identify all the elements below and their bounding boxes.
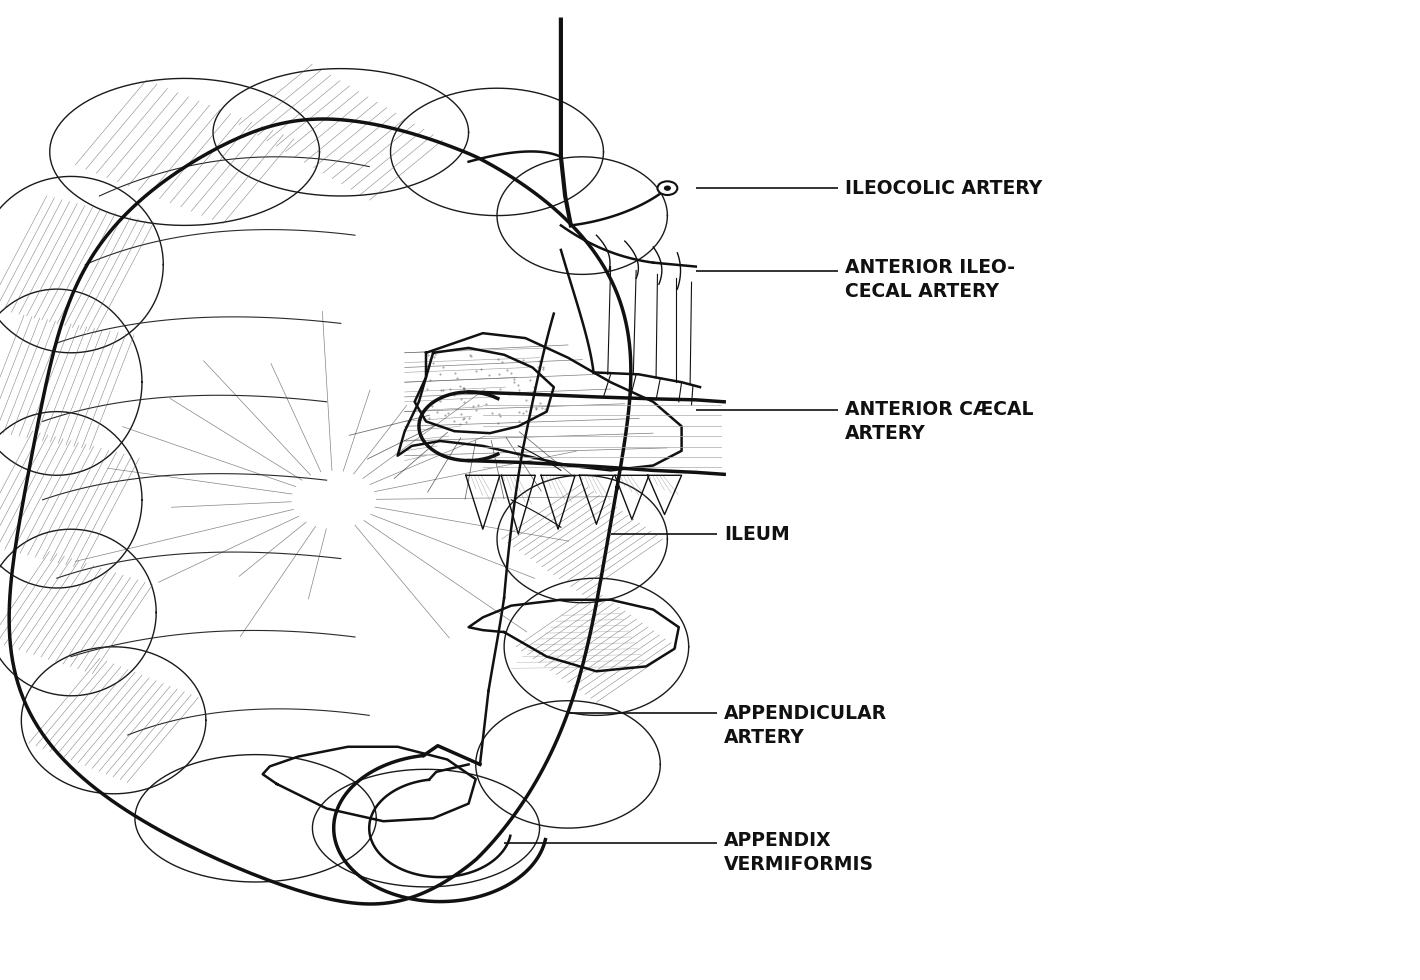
Text: ILEOCOLIC ARTERY: ILEOCOLIC ARTERY: [845, 178, 1042, 198]
Text: APPENDIX
VERMIFORMIS: APPENDIX VERMIFORMIS: [724, 831, 875, 874]
Text: ANTERIOR CÆCAL
ARTERY: ANTERIOR CÆCAL ARTERY: [845, 400, 1034, 443]
Circle shape: [665, 186, 670, 190]
Text: ILEUM: ILEUM: [724, 524, 790, 544]
Text: ANTERIOR ILEO-
CECAL ARTERY: ANTERIOR ILEO- CECAL ARTERY: [845, 258, 1015, 301]
Circle shape: [657, 181, 677, 195]
Text: APPENDICULAR
ARTERY: APPENDICULAR ARTERY: [724, 704, 888, 747]
